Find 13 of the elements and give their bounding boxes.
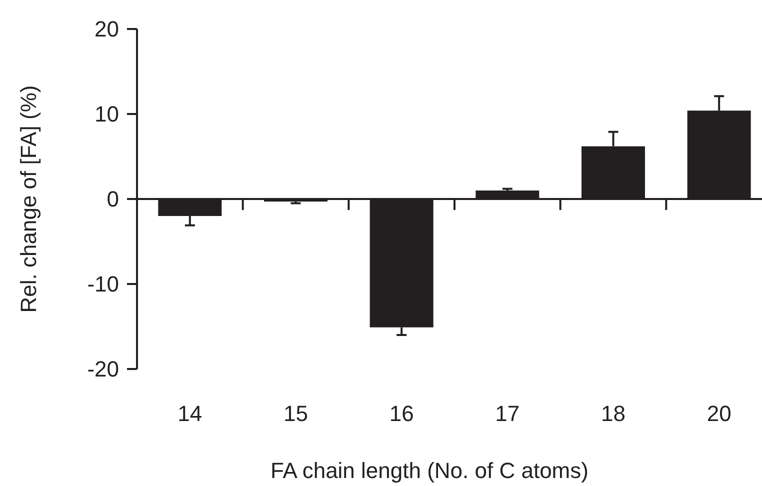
- x-axis-title: FA chain length (No. of C atoms): [270, 458, 588, 483]
- x-tick-label: 16: [389, 401, 414, 426]
- x-tick-label: 17: [495, 401, 520, 426]
- x-tick-label: 15: [284, 401, 308, 426]
- y-axis-title: Rel. change of [FA] (%): [16, 85, 41, 313]
- y-tick-label: 20: [94, 16, 119, 42]
- y-tick-label: -10: [87, 272, 119, 297]
- x-tick-label: 14: [178, 401, 202, 426]
- y-tick-label: 0: [106, 186, 119, 212]
- x-tick-label: 18: [601, 401, 626, 426]
- y-tick-label: 10: [94, 102, 119, 127]
- x-tick-label: 20: [706, 401, 732, 426]
- y-tick-label: -20: [87, 356, 119, 382]
